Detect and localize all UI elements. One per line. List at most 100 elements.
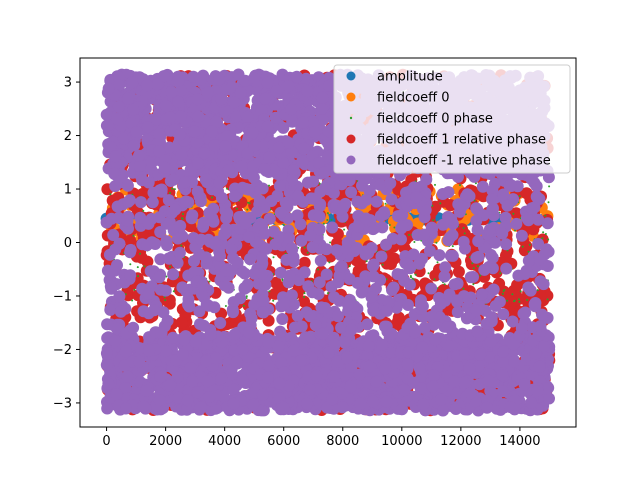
fieldcoeff-minus1-point bbox=[336, 401, 349, 414]
fieldcoeff0-phase-point bbox=[473, 199, 476, 202]
fieldcoeff0-phase-point bbox=[169, 265, 172, 268]
fieldcoeff0-phase-point bbox=[472, 267, 475, 270]
fieldcoeff-minus1-point bbox=[285, 103, 298, 116]
fieldcoeff-minus1-point bbox=[190, 136, 203, 149]
fieldcoeff-minus1-point bbox=[166, 331, 179, 344]
fieldcoeff0-phase-point bbox=[208, 280, 211, 283]
fieldcoeff0-phase-point bbox=[432, 219, 435, 222]
fieldcoeff-minus1-point bbox=[263, 151, 276, 164]
fieldcoeff-minus1-point bbox=[191, 93, 204, 106]
fieldcoeff-minus1-point bbox=[109, 334, 122, 347]
fieldcoeff0-phase-point bbox=[476, 265, 479, 268]
fieldcoeff0-phase-point bbox=[365, 260, 368, 263]
fieldcoeff-minus1-point bbox=[258, 163, 271, 175]
fieldcoeff0-phase-point bbox=[133, 288, 136, 291]
fieldcoeff-minus1-point bbox=[141, 79, 154, 92]
fieldcoeff-minus1-point bbox=[248, 139, 261, 152]
fieldcoeff0-phase-point bbox=[303, 246, 306, 249]
fieldcoeff-minus1-point bbox=[298, 142, 310, 155]
fieldcoeff-minus1-point bbox=[450, 387, 463, 400]
fieldcoeff-minus1-point bbox=[234, 87, 247, 99]
fieldcoeff0-phase-point bbox=[384, 202, 387, 205]
fieldcoeff-minus1-point bbox=[338, 336, 351, 349]
fieldcoeff-minus1-point bbox=[122, 92, 135, 105]
fieldcoeff0-phase-point bbox=[242, 304, 245, 307]
fieldcoeff0-phase-point bbox=[247, 201, 250, 204]
fieldcoeff-minus1-point bbox=[100, 108, 113, 121]
fieldcoeff-minus1-point bbox=[153, 127, 166, 140]
fieldcoeff-minus1-point bbox=[442, 339, 455, 352]
fieldcoeff1-point bbox=[520, 187, 533, 200]
fieldcoeff1-point bbox=[124, 234, 137, 247]
fieldcoeff-minus1-point bbox=[248, 72, 261, 85]
fieldcoeff-minus1-point bbox=[191, 352, 204, 364]
fieldcoeff-minus1-point bbox=[316, 91, 329, 104]
fieldcoeff0-phase-point bbox=[499, 272, 502, 275]
fieldcoeff-minus1-point bbox=[272, 141, 285, 154]
fieldcoeff0-phase-point bbox=[172, 290, 175, 293]
fieldcoeff0-phase-point bbox=[502, 290, 505, 293]
fieldcoeff-minus1-point bbox=[483, 351, 496, 364]
fieldcoeff0-phase-point bbox=[528, 243, 531, 246]
fieldcoeff0-phase-point bbox=[381, 263, 384, 266]
fieldcoeff0-phase-point bbox=[326, 292, 329, 295]
fieldcoeff1-point bbox=[392, 315, 404, 328]
fieldcoeff-minus1-point bbox=[232, 68, 245, 81]
fieldcoeff0-phase-point bbox=[410, 276, 412, 279]
fieldcoeff0-phase-point bbox=[521, 245, 524, 248]
fieldcoeff-minus1-point bbox=[172, 95, 185, 108]
fieldcoeff0-phase-point bbox=[132, 234, 135, 237]
fieldcoeff0-phase-point bbox=[463, 232, 466, 235]
fieldcoeff-minus1-point bbox=[153, 145, 166, 158]
fieldcoeff0-phase-point bbox=[248, 202, 251, 205]
fieldcoeff0-phase-point bbox=[527, 250, 530, 253]
fieldcoeff-minus1-point bbox=[473, 378, 486, 391]
fieldcoeff0-phase-point bbox=[181, 217, 183, 220]
fieldcoeff-minus1-point bbox=[111, 113, 124, 126]
fieldcoeff0-phase-point bbox=[506, 299, 509, 302]
fieldcoeff-minus1-point bbox=[543, 392, 555, 405]
fieldcoeff0-phase-point bbox=[518, 298, 520, 301]
fieldcoeff0-phase-point bbox=[139, 252, 141, 255]
fieldcoeff0-phase-point bbox=[171, 187, 174, 190]
fieldcoeff0-phase-point bbox=[459, 184, 461, 187]
fieldcoeff0-phase-point bbox=[270, 237, 273, 240]
fieldcoeff0-phase-point bbox=[245, 295, 248, 298]
fieldcoeff0-phase-point bbox=[109, 193, 112, 196]
fieldcoeff-minus1-point bbox=[192, 157, 204, 170]
fieldcoeff0-phase-point bbox=[443, 283, 446, 286]
fieldcoeff0-phase-point bbox=[547, 238, 550, 241]
fieldcoeff-minus1-point bbox=[287, 164, 300, 177]
fieldcoeff-minus1-point bbox=[228, 96, 241, 109]
fieldcoeff-minus1-point bbox=[219, 140, 232, 153]
fieldcoeff0-phase-point bbox=[471, 262, 474, 265]
fieldcoeff-minus1-point bbox=[165, 86, 178, 98]
fieldcoeff0-phase-point bbox=[322, 222, 325, 225]
fieldcoeff-minus1-point bbox=[380, 395, 393, 408]
fieldcoeff0-phase-point bbox=[542, 231, 545, 234]
fieldcoeff-minus1-point bbox=[101, 402, 114, 415]
fieldcoeff0-phase-point bbox=[541, 237, 544, 240]
fieldcoeff0-phase-point bbox=[180, 244, 183, 247]
fieldcoeff-minus1-point bbox=[198, 147, 211, 160]
fieldcoeff0-phase-point bbox=[427, 272, 430, 275]
fieldcoeff1-point bbox=[452, 265, 465, 278]
fieldcoeff-minus1-point bbox=[261, 120, 274, 133]
fieldcoeff0-phase-point bbox=[408, 233, 410, 236]
fieldcoeff-minus1-point bbox=[507, 338, 520, 351]
fieldcoeff0-phase-point bbox=[348, 265, 351, 268]
fieldcoeff-minus1-point bbox=[133, 160, 146, 172]
fieldcoeff0-phase-point bbox=[514, 229, 516, 232]
fieldcoeff-minus1-point bbox=[177, 333, 190, 346]
fieldcoeff-minus1-point bbox=[285, 146, 298, 159]
series-4-points bbox=[100, 68, 556, 417]
fieldcoeff-minus1-point bbox=[267, 163, 280, 176]
fieldcoeff0-phase-point bbox=[268, 290, 271, 293]
fieldcoeff-minus1-point bbox=[241, 147, 254, 160]
fieldcoeff-minus1-point bbox=[213, 73, 226, 86]
fieldcoeff0-phase-point bbox=[303, 292, 306, 295]
fieldcoeff-minus1-point bbox=[128, 139, 141, 152]
fieldcoeff0-phase-point bbox=[439, 202, 442, 205]
fieldcoeff0-phase-point bbox=[303, 296, 306, 298]
fieldcoeff-minus1-point bbox=[241, 110, 254, 123]
